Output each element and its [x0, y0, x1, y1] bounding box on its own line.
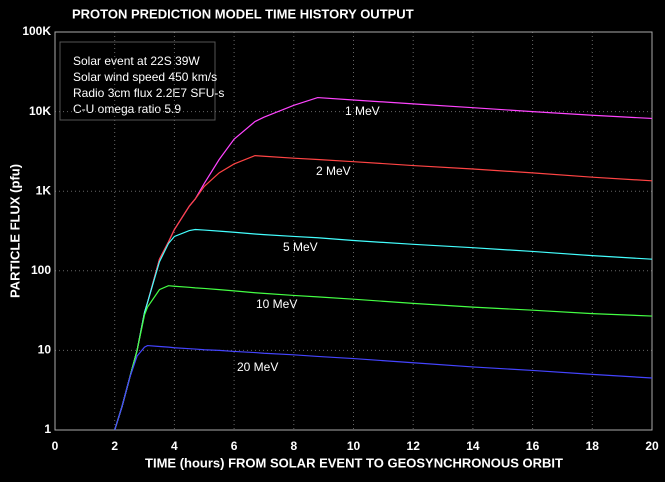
- y-tick-label: 10K: [29, 104, 51, 118]
- series-line: [114, 344, 653, 431]
- series-label: 20 MeV: [237, 360, 278, 374]
- y-tick-label: 1: [44, 422, 51, 436]
- x-tick-label: 16: [526, 439, 540, 453]
- series-label: 5 MeV: [283, 240, 318, 254]
- y-tick-label: 1K: [36, 183, 52, 197]
- x-tick-label: 0: [52, 439, 59, 453]
- x-tick-label: 18: [586, 439, 600, 453]
- y-axis-label: PARTICLE FLUX (pfu): [7, 164, 22, 298]
- x-tick-label: 8: [290, 439, 297, 453]
- x-tick-label: 6: [231, 439, 238, 453]
- x-tick-label: 20: [645, 439, 659, 453]
- x-tick-label: 10: [347, 439, 361, 453]
- annotation-box: [59, 41, 216, 121]
- chart-title: PROTON PREDICTION MODEL TIME HISTORY OUT…: [72, 6, 414, 21]
- x-tick-label: 12: [407, 439, 421, 453]
- annotation: Solar wind speed 450 km/s: [73, 70, 217, 84]
- annotation: Radio 3cm flux 2.2E7 SFU-s: [73, 86, 224, 100]
- y-tick-label: 100: [31, 263, 51, 277]
- annotation: C-U omega ratio 5.9: [73, 102, 181, 116]
- series-label: 1 MeV: [345, 104, 380, 118]
- x-tick-label: 2: [111, 439, 118, 453]
- series-label: 2 MeV: [316, 164, 351, 178]
- y-tick-label: 100K: [22, 24, 51, 38]
- series-label: 10 MeV: [256, 297, 297, 311]
- x-axis-label: TIME (hours) FROM SOLAR EVENT TO GEOSYNC…: [145, 455, 563, 470]
- plot-frame: [54, 31, 653, 431]
- y-tick-label: 10: [38, 343, 52, 357]
- x-tick-label: 4: [171, 439, 178, 453]
- x-tick-label: 14: [466, 439, 480, 453]
- annotation: Solar event at 22S 39W: [73, 54, 200, 68]
- series-line: [114, 285, 653, 431]
